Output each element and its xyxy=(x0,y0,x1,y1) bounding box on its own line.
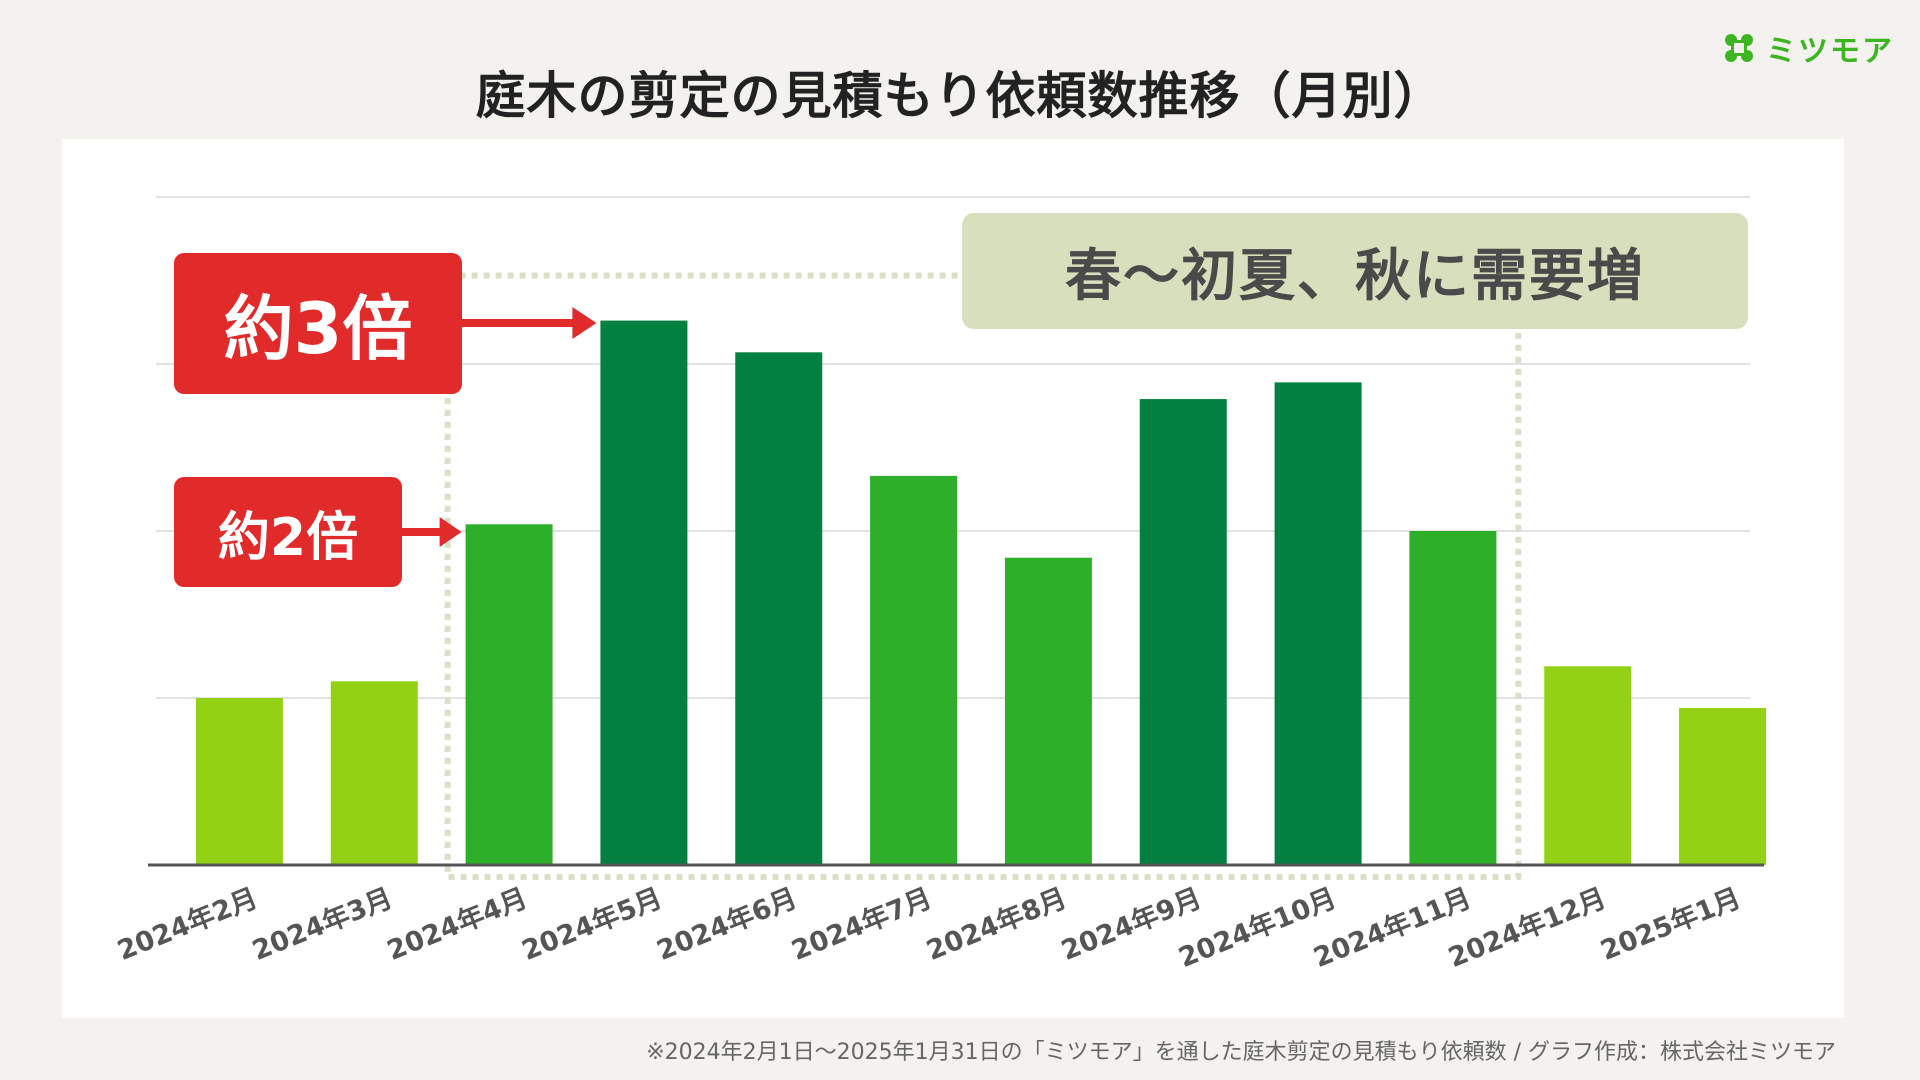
x-tick-label: 2024年2月 xyxy=(113,882,262,967)
page-title: 庭木の剪定の見積もり依頼数推移（月別） xyxy=(475,67,1445,125)
logo-text: ミツモア xyxy=(1766,34,1894,69)
bar-2024年7月 xyxy=(870,475,958,865)
bar-2024年9月 xyxy=(1139,399,1227,865)
bar-2024年3月 xyxy=(330,681,418,865)
bar-2024年5月 xyxy=(600,320,688,865)
bar-2025年1月 xyxy=(1679,708,1767,865)
bar-2024年4月 xyxy=(465,524,553,865)
bar-chart: 2024年2月2024年3月2024年4月2024年5月2024年6月2024年… xyxy=(113,196,1767,974)
bar-2024年11月 xyxy=(1409,531,1497,865)
highlight-region xyxy=(444,272,1522,881)
arrow-triple-head xyxy=(572,307,597,339)
bar-2024年10月 xyxy=(1274,382,1362,865)
bar-2024年2月 xyxy=(195,698,283,865)
bar-2024年12月 xyxy=(1544,666,1632,865)
arrow-double-shaft xyxy=(402,528,444,536)
arrow-triple-shaft xyxy=(462,319,577,327)
callout-triple: 約3倍 xyxy=(174,253,462,394)
x-tick-label: 2024年5月 xyxy=(517,882,666,967)
x-tick-label: 2025年1月 xyxy=(1596,882,1745,967)
bar-2024年8月 xyxy=(1004,557,1092,865)
x-tick-label: 2024年6月 xyxy=(652,882,801,967)
brand-logo: ミツモア xyxy=(1722,26,1894,70)
arrow-double-head xyxy=(439,517,462,547)
demand-banner: 春〜初夏、秋に需要増 xyxy=(962,213,1748,329)
bar-2024年6月 xyxy=(735,352,823,865)
x-tick-label: 2024年8月 xyxy=(922,882,1071,967)
mitsumore-logo-icon xyxy=(1725,34,1753,62)
x-tick-label: 2024年3月 xyxy=(248,882,397,967)
callout-double: 約2倍 xyxy=(174,477,402,587)
x-tick-label: 2024年4月 xyxy=(383,882,532,967)
footnote: ※2024年2月1日〜2025年1月31日の「ミツモア」を通した庭木剪定の見積も… xyxy=(646,1040,1836,1065)
x-tick-label: 2024年7月 xyxy=(787,882,936,967)
